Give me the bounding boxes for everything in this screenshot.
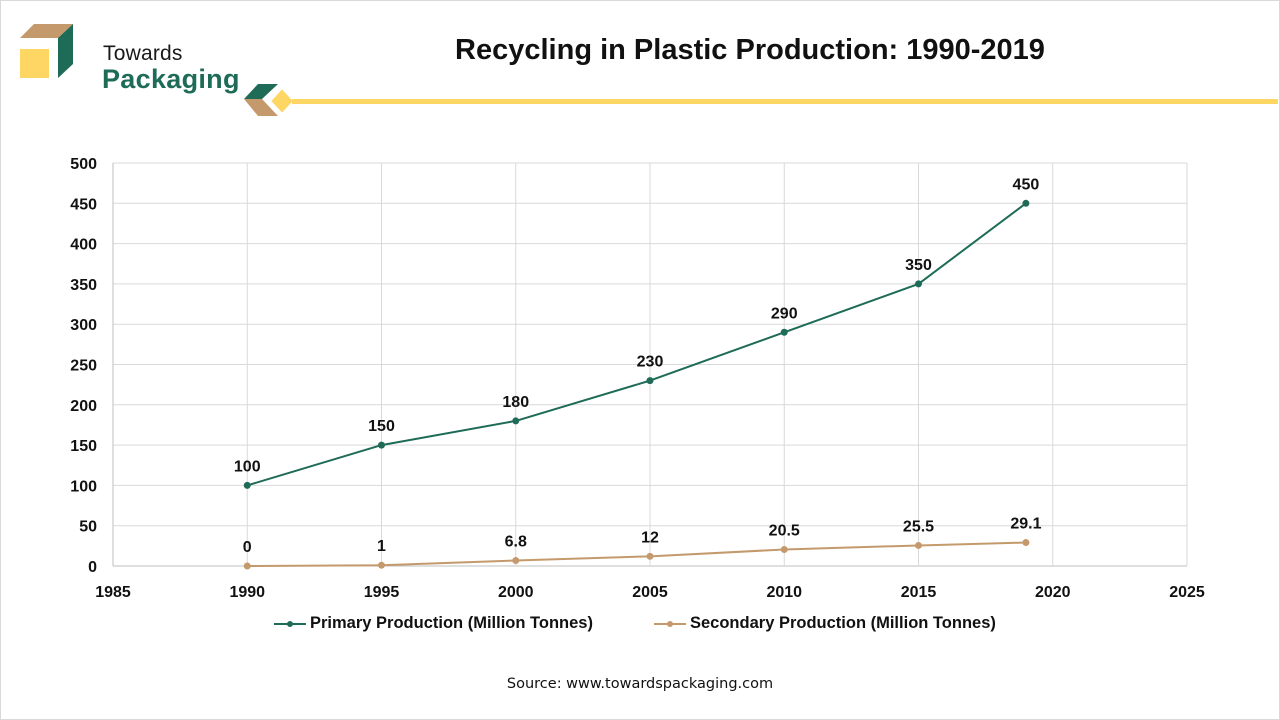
data-point bbox=[780, 328, 788, 336]
x-tick-label: 2020 bbox=[1035, 584, 1071, 601]
x-tick-label: 2000 bbox=[498, 584, 534, 601]
data-point bbox=[646, 552, 654, 560]
data-label: 290 bbox=[771, 305, 798, 322]
title-divider bbox=[244, 84, 1278, 116]
data-label: 150 bbox=[368, 418, 395, 435]
x-tick-label: 2025 bbox=[1169, 584, 1205, 601]
page-title: Recycling in Plastic Production: 1990-20… bbox=[455, 34, 1045, 66]
legend-marker-primary-icon bbox=[274, 620, 306, 627]
y-tick-label: 300 bbox=[70, 317, 97, 334]
data-point bbox=[780, 545, 788, 553]
series-layer bbox=[243, 199, 1030, 570]
divider-chevron-top-icon bbox=[244, 84, 278, 99]
data-point bbox=[512, 417, 520, 425]
data-label: 0 bbox=[243, 539, 252, 556]
legend-item-primary: Primary Production (Million Tonnes) bbox=[274, 614, 593, 633]
data-point bbox=[1022, 539, 1030, 547]
legend-label-secondary: Secondary Production (Million Tonnes) bbox=[690, 614, 996, 632]
data-label: 350 bbox=[905, 257, 932, 274]
data-point bbox=[243, 481, 251, 489]
data-point bbox=[378, 441, 385, 449]
x-tick-label: 1985 bbox=[95, 584, 131, 601]
y-tick-label: 450 bbox=[70, 196, 97, 213]
data-point bbox=[1022, 199, 1030, 207]
brand-name-line2: Packaging bbox=[102, 64, 240, 94]
x-tick-label: 1990 bbox=[229, 584, 265, 601]
data-point bbox=[378, 561, 385, 569]
data-label: 180 bbox=[502, 394, 529, 411]
axes: 0 50 100 150 200 250 300 350 400 450 500 1985 1990 19… bbox=[70, 156, 1205, 601]
data-label: 450 bbox=[1013, 176, 1040, 193]
x-tick-label: 2005 bbox=[632, 584, 668, 601]
y-tick-label: 100 bbox=[70, 478, 97, 495]
data-label: 25.5 bbox=[903, 518, 934, 535]
series-line-secondary bbox=[247, 541, 1026, 567]
brand-logo: Towards Packaging bbox=[18, 22, 239, 94]
data-label: 230 bbox=[637, 354, 664, 371]
y-tick-label: 150 bbox=[70, 438, 97, 455]
y-tick-label: 500 bbox=[70, 156, 97, 173]
x-tick-label: 2010 bbox=[766, 584, 802, 601]
data-label: 100 bbox=[234, 458, 261, 475]
data-label: 6.8 bbox=[505, 534, 527, 551]
series-line-primary bbox=[246, 202, 1027, 487]
y-tick-label: 200 bbox=[70, 398, 97, 415]
legend-label-primary: Primary Production (Million Tonnes) bbox=[310, 614, 593, 632]
y-tick-label: 50 bbox=[79, 519, 97, 536]
data-label: 29.1 bbox=[1010, 516, 1041, 533]
data-point bbox=[915, 541, 922, 549]
grid-lines bbox=[112, 162, 1188, 567]
divider-diamond-icon bbox=[268, 86, 296, 116]
data-label: 12 bbox=[641, 529, 659, 546]
y-tick-label: 400 bbox=[70, 237, 97, 254]
y-tick-label: 0 bbox=[88, 559, 97, 576]
legend-marker-secondary-icon bbox=[654, 620, 686, 627]
data-point bbox=[512, 557, 520, 565]
data-label: 20.5 bbox=[769, 522, 800, 539]
source-note: Source: www.towardspackaging.com bbox=[506, 676, 774, 692]
box-logo-icon bbox=[20, 24, 73, 78]
data-point bbox=[243, 562, 251, 570]
x-tick-label: 2015 bbox=[901, 584, 937, 601]
y-tick-label: 250 bbox=[70, 358, 97, 375]
data-label: 1 bbox=[377, 538, 386, 555]
data-point bbox=[915, 280, 922, 288]
data-labels: 100 150 180 230 290 350 450 0 1 6.8 12 20.5 25.5 29.1 bbox=[234, 176, 1042, 556]
y-tick-label: 350 bbox=[70, 277, 97, 294]
data-point bbox=[646, 377, 654, 385]
x-tick-label: 1995 bbox=[364, 584, 400, 601]
divider-line bbox=[292, 99, 1278, 104]
legend-item-secondary: Secondary Production (Million Tonnes) bbox=[654, 614, 996, 633]
brand-name-line1: Towards bbox=[103, 42, 183, 65]
divider-chevron-bottom-icon bbox=[244, 99, 278, 116]
chart-legend: Primary Production (Million Tonnes) Seco… bbox=[0, 614, 1280, 638]
